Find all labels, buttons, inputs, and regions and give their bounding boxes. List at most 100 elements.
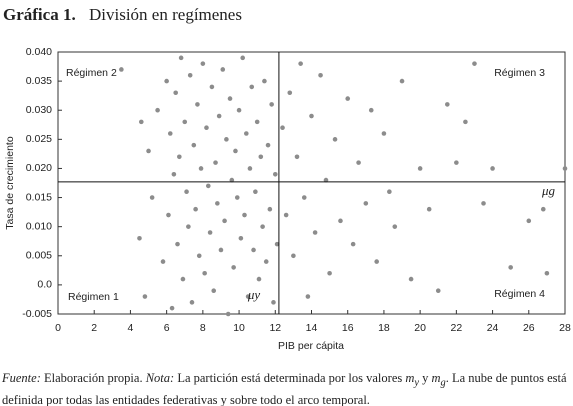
point xyxy=(472,61,477,66)
y-tick-label: 0.025 xyxy=(26,133,52,145)
point xyxy=(177,154,182,160)
point xyxy=(345,96,351,101)
annotation: Régimen 2 xyxy=(66,67,117,79)
point xyxy=(236,107,242,113)
x-tick-label: 22 xyxy=(451,322,463,334)
point xyxy=(262,78,267,84)
point xyxy=(258,154,264,160)
point xyxy=(186,224,191,229)
point xyxy=(245,294,251,299)
point xyxy=(202,270,207,276)
point xyxy=(249,84,255,90)
note-var: m xyxy=(431,371,441,385)
y-tick-label: 0.015 xyxy=(26,191,52,203)
point xyxy=(234,195,240,200)
point xyxy=(463,119,468,125)
point xyxy=(301,195,307,200)
y-tick-label: 0.010 xyxy=(26,220,52,232)
point xyxy=(216,113,222,119)
plot-frame xyxy=(57,51,566,315)
point xyxy=(173,90,178,96)
point xyxy=(269,102,274,107)
source-label: Fuente: xyxy=(2,371,41,385)
note-sub: y xyxy=(414,377,420,389)
point xyxy=(298,61,303,66)
x-tick-label: 10 xyxy=(233,322,245,334)
x-tick-label: 0 xyxy=(55,322,61,334)
footnote: Fuente: Elaboración propia. Nota: La par… xyxy=(2,370,572,406)
y-tick-label: 0.005 xyxy=(26,250,52,262)
x-tick-label: 6 xyxy=(164,322,170,334)
point xyxy=(540,206,546,212)
x-tick-label: 16 xyxy=(342,322,354,334)
point xyxy=(363,201,369,206)
x-axis-label: PIB per cápita xyxy=(278,340,344,352)
source: Elaboración propia. xyxy=(44,371,143,385)
point xyxy=(417,166,423,171)
point xyxy=(283,212,289,218)
title-label: Gráfica 1. xyxy=(3,5,76,24)
point xyxy=(207,230,213,235)
point xyxy=(227,96,233,101)
point xyxy=(187,72,193,78)
note-var: m xyxy=(405,371,415,385)
point xyxy=(274,241,280,247)
point xyxy=(392,224,398,229)
point xyxy=(146,148,151,154)
x-tick-label: 8 xyxy=(200,322,206,334)
point xyxy=(490,166,495,171)
point xyxy=(318,72,323,78)
x-tick-label: 18 xyxy=(378,322,390,334)
point xyxy=(167,131,173,136)
point xyxy=(164,78,169,84)
point xyxy=(160,259,166,264)
point xyxy=(305,294,311,299)
point xyxy=(435,288,441,294)
point xyxy=(218,247,224,253)
point xyxy=(327,270,332,276)
point xyxy=(238,236,244,241)
point xyxy=(338,218,343,224)
point xyxy=(271,300,276,305)
point xyxy=(272,171,278,177)
point xyxy=(356,160,361,165)
x-tick-label: 2 xyxy=(91,322,97,334)
annotation: Régimen 1 xyxy=(68,291,119,303)
point xyxy=(309,113,314,119)
point xyxy=(332,137,338,142)
point xyxy=(231,265,236,270)
point xyxy=(215,201,220,206)
point xyxy=(247,166,253,171)
point xyxy=(408,276,414,282)
point xyxy=(240,55,245,61)
point xyxy=(178,55,184,61)
point xyxy=(189,300,195,305)
point xyxy=(381,131,387,136)
chart: Gráfica 1. División en regímenes PIB per… xyxy=(3,5,571,352)
point xyxy=(204,125,209,130)
x-tick-label: 14 xyxy=(306,322,318,334)
point xyxy=(171,171,177,177)
point xyxy=(454,160,459,165)
point xyxy=(137,236,142,241)
point xyxy=(119,67,124,72)
note: La partición está determinada por los va… xyxy=(177,371,403,385)
y-axis-label: Tasa de crecimiento xyxy=(4,136,16,230)
y-tick-label: -0.005 xyxy=(22,308,52,320)
point xyxy=(155,107,160,113)
point xyxy=(180,276,186,282)
point xyxy=(312,230,318,235)
point xyxy=(260,224,265,229)
point xyxy=(254,119,260,125)
point xyxy=(220,67,226,72)
point xyxy=(222,218,227,224)
point xyxy=(294,154,300,160)
point xyxy=(350,241,356,247)
point xyxy=(211,288,217,294)
y-tick-label: 0.0 xyxy=(37,279,52,291)
x-tick-label: 20 xyxy=(414,322,426,334)
point xyxy=(374,259,379,264)
note-sub: g xyxy=(440,377,446,389)
point xyxy=(195,102,200,107)
x-tick-label: 28 xyxy=(559,322,571,334)
